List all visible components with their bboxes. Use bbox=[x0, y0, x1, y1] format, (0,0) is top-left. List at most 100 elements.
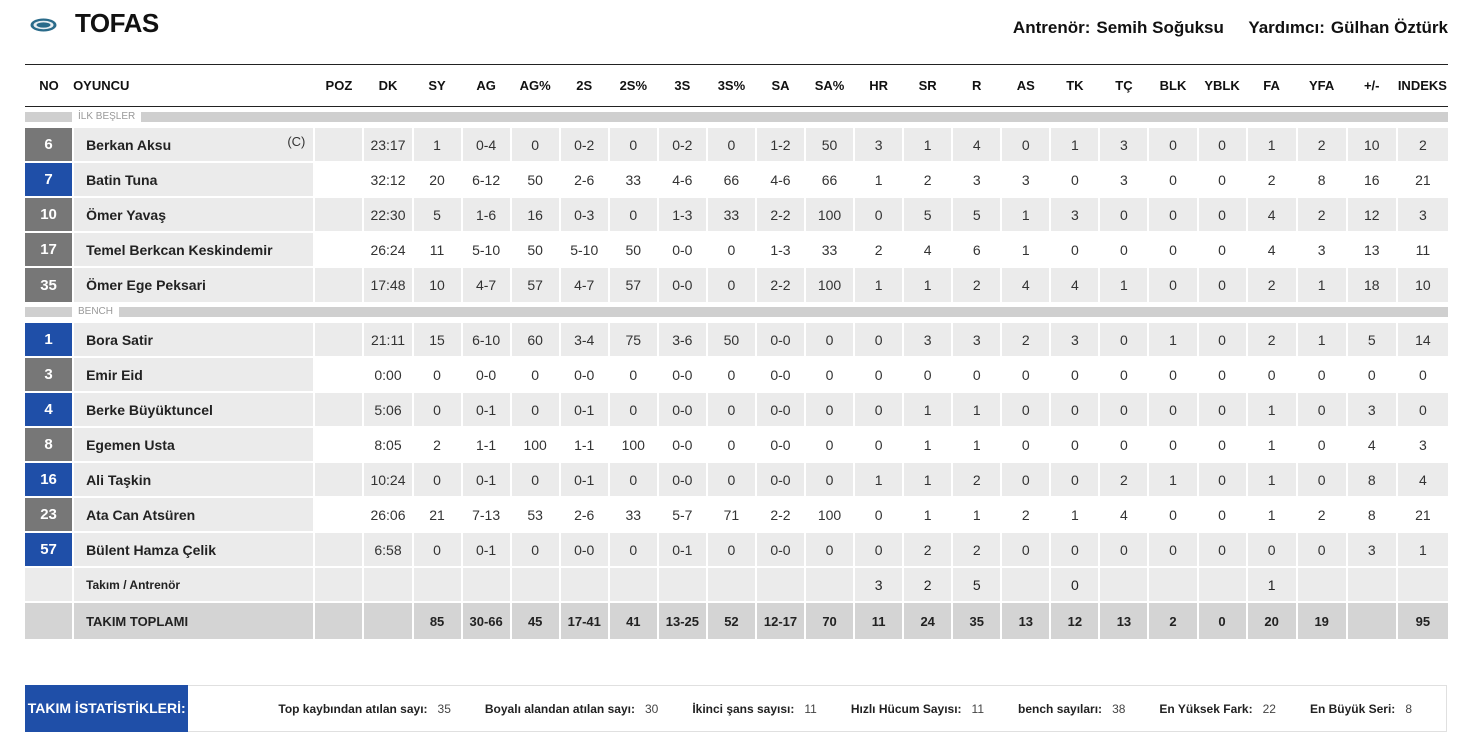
player-name-cell[interactable]: Ömer Yavaş bbox=[72, 196, 315, 232]
column-header[interactable]: HR bbox=[854, 64, 904, 107]
column-header[interactable]: 3S% bbox=[706, 64, 756, 107]
column-header[interactable]: TK bbox=[1050, 64, 1100, 107]
player-name[interactable]: Ömer Yavaş bbox=[86, 206, 166, 223]
column-header[interactable]: SY bbox=[412, 64, 462, 107]
stat-cell: 10:24 bbox=[362, 461, 413, 497]
column-header[interactable]: R bbox=[952, 64, 1002, 107]
column-header[interactable]: SA% bbox=[805, 64, 855, 107]
stat-cell: 0 bbox=[509, 531, 560, 567]
player-row[interactable]: 3 Emir Eid 0:00 0 0-0 0 0-0 0 0-0 0 0-0 0 0 0 0 0 0 0 0 0 0 0… bbox=[25, 356, 1448, 392]
stat-cell: 0-0 bbox=[558, 531, 609, 567]
player-row[interactable]: 1 Bora Satir 21:11 15 6-10 60 3-4 75 3-6 50 0-0 0 0 3… bbox=[25, 321, 1448, 357]
stat-cell: 1 bbox=[902, 461, 953, 497]
column-header[interactable]: TÇ bbox=[1099, 64, 1149, 107]
stat-cell: 1 bbox=[1049, 496, 1100, 532]
player-row[interactable]: 7 Batin Tuna 32:12 20 6-12 50 2-6 33 4-6 66 4-6 66 1… bbox=[25, 161, 1448, 197]
player-name-cell[interactable]: Egemen Usta bbox=[72, 426, 315, 462]
column-header[interactable]: NO bbox=[25, 64, 74, 107]
stat-cell: 1 bbox=[902, 426, 953, 462]
column-header[interactable]: AS bbox=[1001, 64, 1051, 107]
column-header[interactable]: 2S bbox=[559, 64, 609, 107]
column-header[interactable]: FA bbox=[1246, 64, 1297, 107]
player-name[interactable]: Temel Berkcan Keskindemir bbox=[86, 241, 273, 258]
player-name[interactable]: Ömer Ege Peksari bbox=[86, 277, 206, 293]
column-header[interactable]: 3S bbox=[657, 64, 707, 107]
stat-cell bbox=[705, 566, 756, 602]
column-header[interactable]: +/- bbox=[1346, 64, 1397, 107]
column-header[interactable]: BLK bbox=[1148, 64, 1198, 107]
player-name[interactable]: Ata Can Atsüren bbox=[86, 506, 196, 523]
stat-cell: 0 bbox=[705, 391, 756, 427]
section-header-bench: BENCH bbox=[25, 302, 1448, 322]
stat-poz bbox=[313, 321, 364, 357]
player-row[interactable]: 8 Egemen Usta 8:05 2 1-1 100 1-1 100 0-0 0 0-0 0 0 1 1… bbox=[25, 426, 1448, 462]
player-name-cell[interactable]: Temel Berkcan Keskindemir bbox=[72, 231, 315, 267]
stat-cell: 5-10 bbox=[460, 231, 511, 267]
table-header-row: NO OYUNCU POZ DK SY AG AG% 2S 2S% 3S 3S% SA SA% HR SR R… bbox=[25, 64, 1448, 107]
stat-cell: 0 bbox=[1196, 126, 1247, 162]
column-header[interactable]: YBLK bbox=[1197, 64, 1247, 107]
player-name-cell[interactable]: Emir Eid bbox=[72, 356, 315, 392]
team-logo-icon bbox=[30, 18, 57, 32]
player-name[interactable]: Emir Eid bbox=[86, 366, 143, 383]
player-name[interactable]: Egemen Usta bbox=[86, 436, 175, 453]
column-header[interactable]: POZ bbox=[314, 64, 364, 107]
column-header[interactable]: DK bbox=[363, 64, 413, 107]
player-row[interactable]: 6 Berkan Aksu (C) 23:17 1 0-4 0 0-2 0 0-2 0 1-2 50 3 1… bbox=[25, 126, 1448, 162]
stat-cell: 4-7 bbox=[460, 266, 511, 302]
stat-cell: 0 bbox=[1295, 461, 1347, 497]
player-row[interactable]: 17 Temel Berkcan Keskindemir 26:24 11 5-10 50… bbox=[25, 231, 1448, 267]
stat-cell: 1 bbox=[853, 266, 904, 302]
stat-cell: 0-0 bbox=[656, 426, 707, 462]
player-name-cell[interactable]: Ata Can Atsüren bbox=[72, 496, 315, 532]
column-header[interactable]: SA bbox=[755, 64, 806, 107]
stat-cell: 21 bbox=[1395, 496, 1448, 532]
stat-cell: 1 bbox=[1245, 391, 1297, 427]
team-name: TOFAS bbox=[75, 8, 159, 38]
player-name[interactable]: Batin Tuna bbox=[86, 171, 158, 188]
stat-cell: 13 bbox=[1098, 601, 1149, 639]
player-row[interactable]: 4 Berke Büyüktuncel 5:06 0 0-1 0 0-1 0 0-0 0 0-0 0 0… bbox=[25, 391, 1448, 427]
player-row[interactable]: 23 Ata Can Atsüren 26:06 21 7-13 53 2-6 33 5-7 71… bbox=[25, 496, 1448, 532]
stat-cell: 1 bbox=[1245, 426, 1297, 462]
player-row[interactable]: 57 Bülent Hamza Çelik 6:58 0 0-1 0 0-0 0 0-1 0 0-0… bbox=[25, 531, 1448, 567]
stat-cell: 0-0 bbox=[754, 531, 806, 567]
player-name[interactable]: Ali Taşkin bbox=[86, 471, 152, 488]
column-header[interactable]: INDEKS bbox=[1396, 64, 1448, 107]
column-header[interactable]: YFA bbox=[1296, 64, 1347, 107]
player-name-cell[interactable]: Bora Satir bbox=[72, 321, 315, 357]
stat-cell: 0 bbox=[1000, 531, 1051, 567]
team-stats-footer: TAKIM İSTATİSTİKLERİ: Top kaybından atıl… bbox=[25, 684, 1447, 732]
coach-name[interactable]: Semih Soğuksu bbox=[1096, 18, 1224, 37]
player-name[interactable]: Berkan Aksu bbox=[86, 136, 172, 153]
stat-cell bbox=[1196, 566, 1247, 602]
player-name-cell[interactable]: Berkan Aksu (C) bbox=[72, 126, 315, 162]
stat-cell: 0 bbox=[804, 461, 855, 497]
stat-cell: 100 bbox=[804, 266, 855, 302]
player-row[interactable]: 16 Ali Taşkin 10:24 0 0-1 0 0-1 0 0-0 0 0-0 0 1 1 2 0 0 2… bbox=[25, 461, 1448, 497]
player-name-cell[interactable]: Bülent Hamza Çelik bbox=[72, 531, 315, 567]
stat-cell: 100 bbox=[804, 496, 855, 532]
stat-cell: 0 bbox=[1049, 566, 1100, 602]
stat-cell: 3 bbox=[951, 321, 1002, 357]
player-row[interactable]: 10 Ömer Yavaş 22:30 5 1-6 16 0-3 0 1-3 33 2-2 100 0 5… bbox=[25, 196, 1448, 232]
player-row[interactable]: 35 Ömer Ege Peksari 17:48 10 4-7 57 4-7 57 0-0 0 2… bbox=[25, 266, 1448, 302]
column-header[interactable]: SR bbox=[903, 64, 953, 107]
column-header[interactable]: 2S% bbox=[608, 64, 658, 107]
column-header[interactable]: OYUNCU bbox=[73, 64, 315, 107]
player-name-cell[interactable]: Berke Büyüktuncel bbox=[72, 391, 315, 427]
assistant-name[interactable]: Gülhan Öztürk bbox=[1330, 18, 1448, 37]
player-name[interactable]: Bülent Hamza Çelik bbox=[86, 541, 216, 558]
stat-cell: 13 bbox=[1000, 601, 1051, 639]
column-header[interactable]: AG bbox=[461, 64, 511, 107]
player-name-cell[interactable]: Batin Tuna bbox=[72, 161, 315, 197]
player-name-cell[interactable]: Ömer Ege Peksari bbox=[72, 266, 315, 302]
player-name[interactable]: Bora Satir bbox=[86, 331, 153, 348]
stat-cell: 1 bbox=[902, 126, 953, 162]
column-header[interactable]: AG% bbox=[510, 64, 560, 107]
stat-cell: 17:48 bbox=[362, 266, 413, 302]
stat-cell: 0 bbox=[1049, 161, 1100, 197]
player-name[interactable]: Berke Büyüktuncel bbox=[86, 401, 213, 418]
stat-cell: 4 bbox=[951, 126, 1002, 162]
player-name-cell[interactable]: Ali Taşkin bbox=[72, 461, 315, 497]
